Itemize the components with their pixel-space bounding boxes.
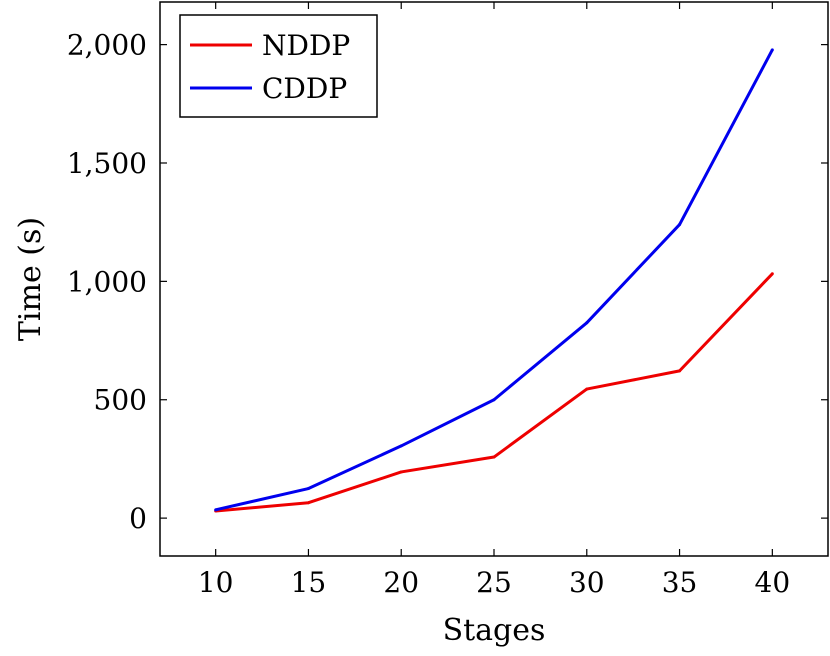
x-tick-label: 40: [755, 566, 791, 599]
series-line-nddp: [215, 272, 774, 513]
x-tick-label: 10: [198, 566, 234, 599]
x-tick-label: 30: [569, 566, 605, 599]
data-point-cddp: [678, 223, 682, 227]
series-line-cddp: [215, 49, 774, 512]
y-axis-label: Time (s): [13, 217, 48, 341]
data-point-cddp: [492, 398, 496, 402]
data-point-nddp: [770, 272, 774, 276]
data-point-nddp: [399, 470, 403, 474]
legend: NDDP CDDP: [179, 14, 378, 118]
ticks-layer: 10 15 20 25 30 35 40 0 500 1,000 1,500 2,000: [67, 2, 828, 599]
x-tick-label: 20: [383, 566, 419, 599]
data-point-nddp: [492, 455, 496, 459]
x-axis-label: Stages: [443, 613, 546, 648]
y-tick-label: 1,500: [67, 147, 147, 180]
x-tick-label: 35: [662, 566, 698, 599]
data-point-nddp: [585, 387, 589, 391]
y-tick-label: 1,000: [67, 265, 147, 298]
y-tick-label: 0: [129, 502, 147, 535]
data-point-cddp: [399, 444, 403, 448]
x-tick-label: 15: [291, 566, 327, 599]
y-tick-label: 2,000: [67, 29, 147, 62]
data-point-nddp: [306, 501, 310, 505]
series-layer: [214, 48, 774, 513]
data-point-cddp: [214, 508, 218, 512]
data-point-cddp: [585, 321, 589, 325]
data-point-nddp: [678, 369, 682, 373]
legend-label-cddp: CDDP: [262, 72, 347, 105]
legend-label-nddp: NDDP: [262, 29, 350, 62]
y-tick-label: 500: [94, 384, 147, 417]
data-point-cddp: [770, 48, 774, 52]
legend-box: [179, 14, 378, 118]
data-point-cddp: [306, 487, 310, 491]
x-tick-label: 25: [476, 566, 512, 599]
